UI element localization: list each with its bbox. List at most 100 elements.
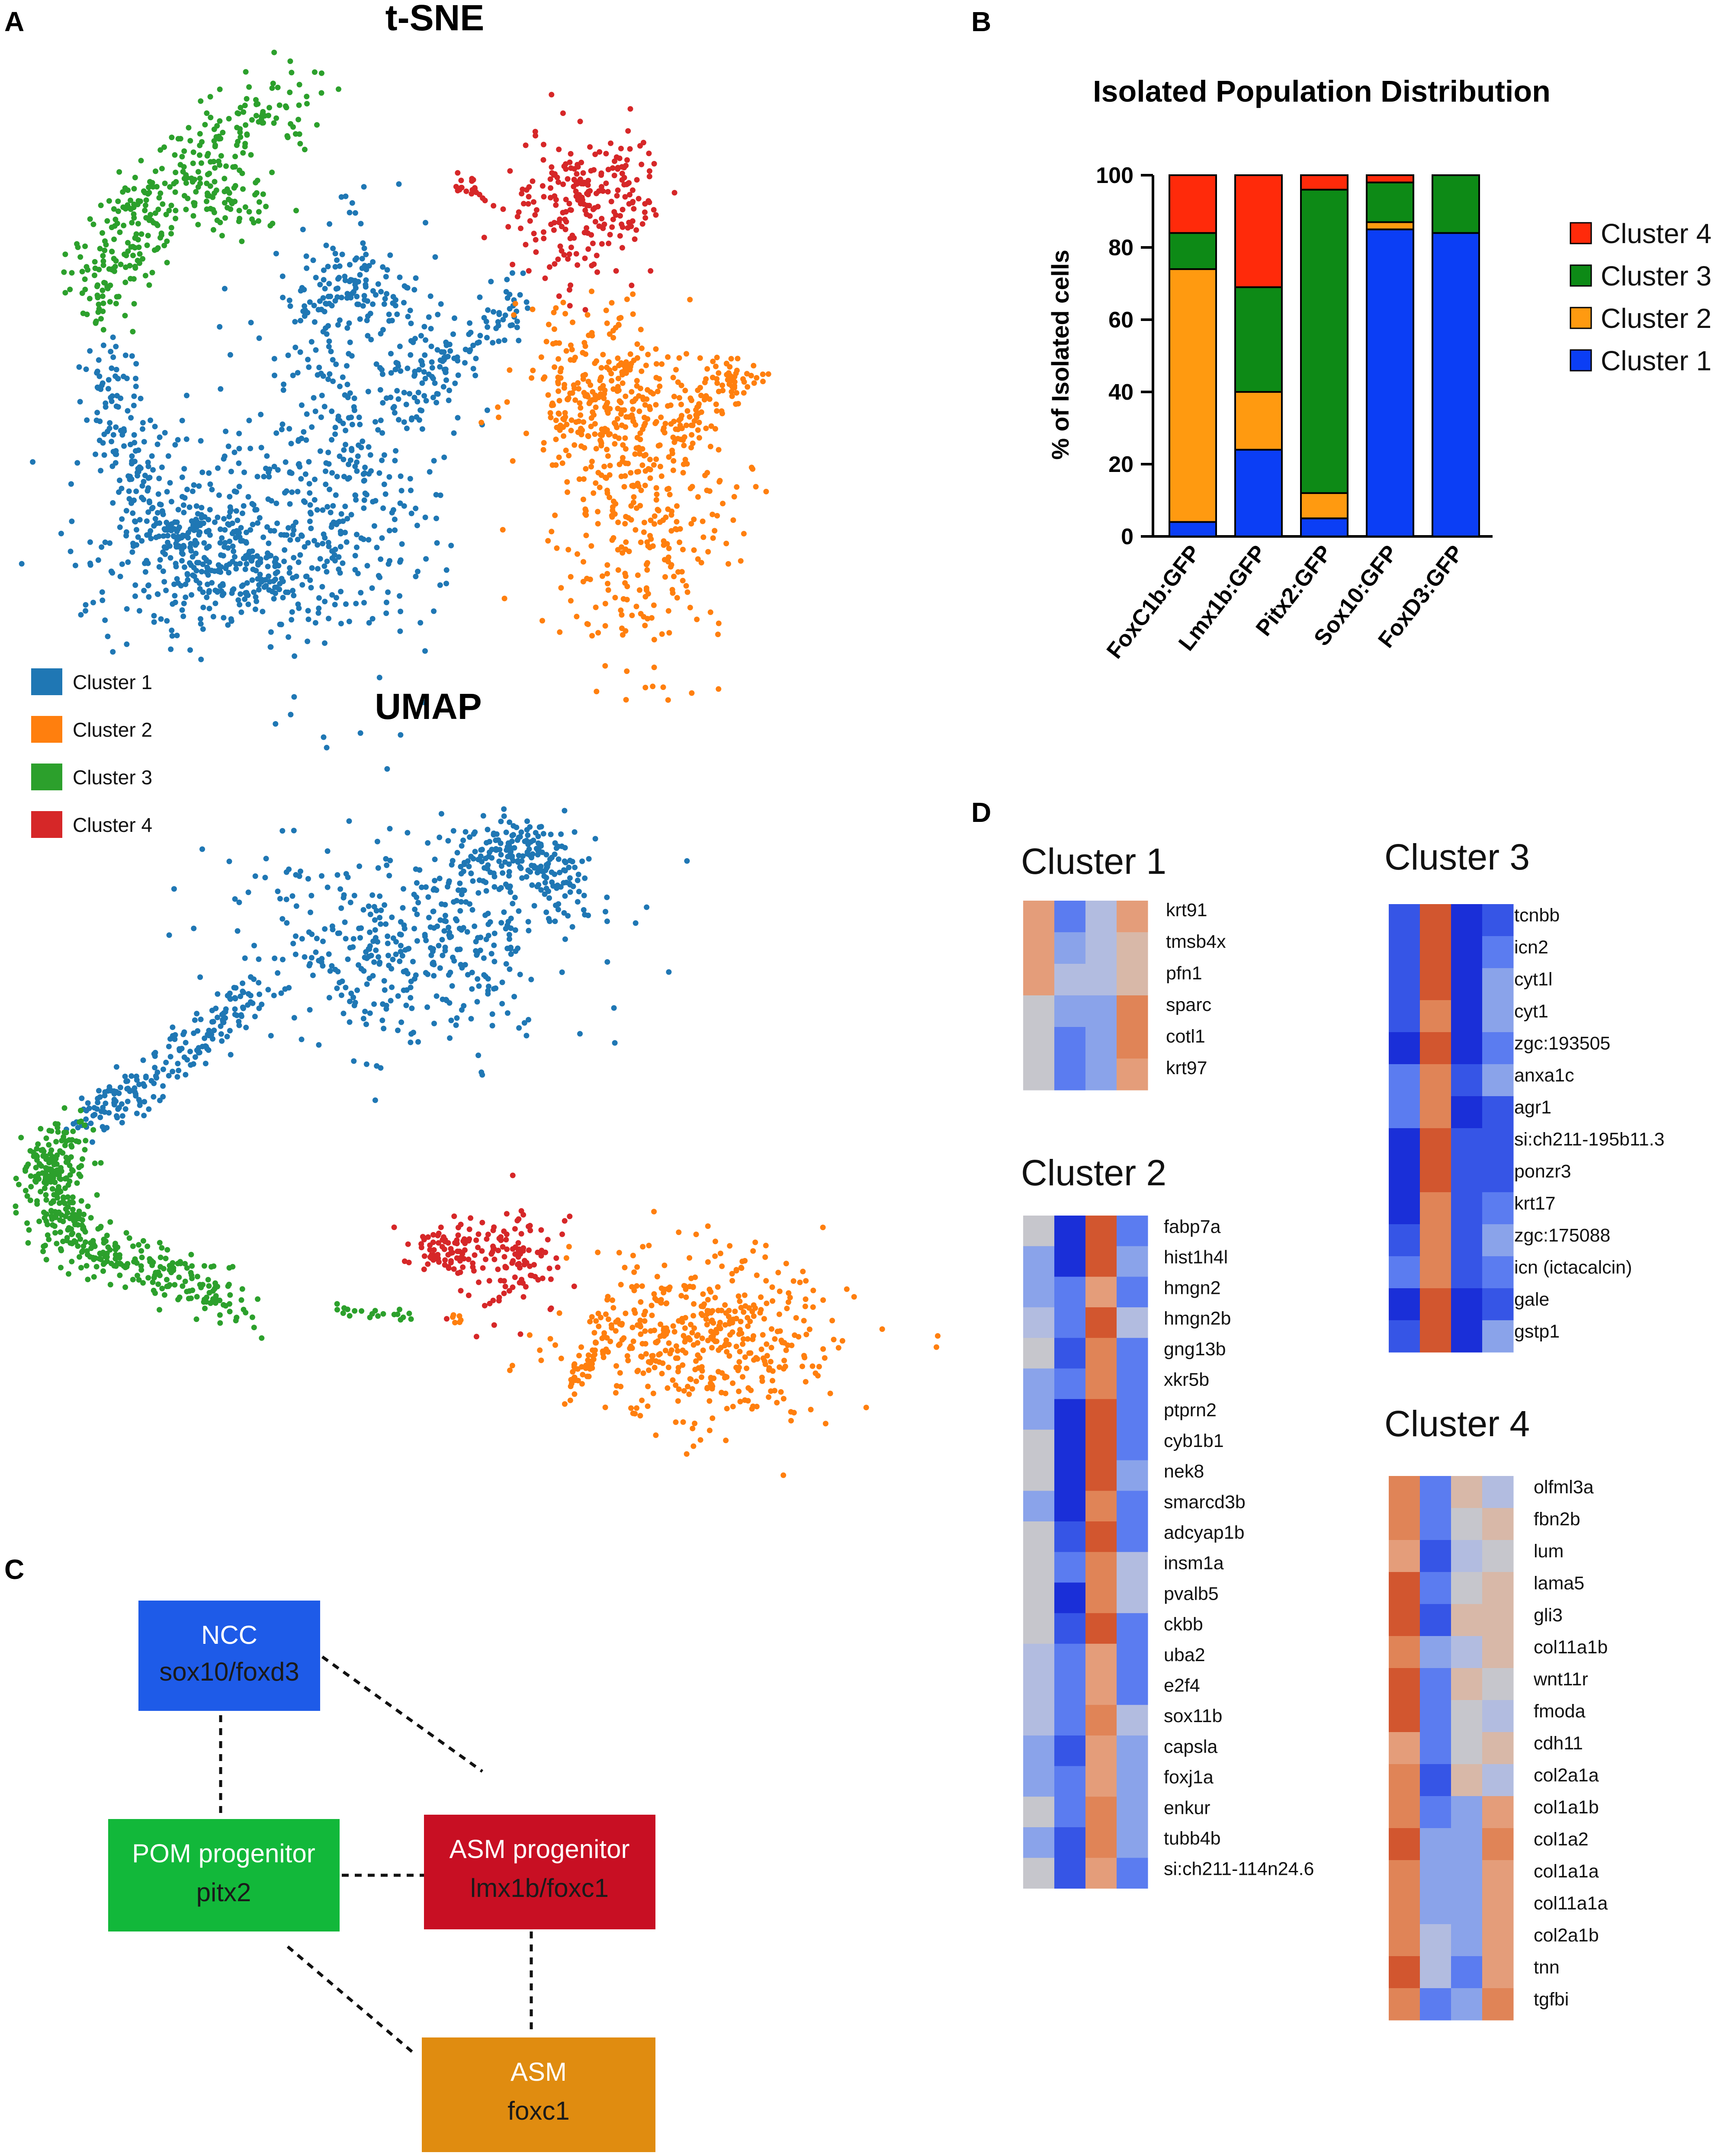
tsne-point-cluster-4 (568, 244, 574, 250)
tsne-point-cluster-2 (496, 414, 501, 420)
umap-point-cluster-3 (48, 1200, 54, 1206)
heatmap-cell (1451, 1572, 1483, 1604)
umap-point-cluster-2 (646, 1367, 652, 1373)
tsne-point-cluster-3 (127, 263, 133, 269)
umap-point-cluster-3 (79, 1222, 85, 1228)
heatmap-cell (1389, 1700, 1420, 1732)
tsne-point-cluster-2 (681, 443, 687, 449)
umap-point-cluster-3 (100, 1268, 106, 1274)
umap-point-cluster-2 (745, 1398, 751, 1404)
tsne-point-cluster-2 (560, 299, 566, 305)
heatmap-cell (1389, 1956, 1420, 1989)
tsne-point-cluster-1 (254, 553, 260, 559)
tsne-point-cluster-1 (316, 605, 322, 611)
tsne-point-cluster-1 (330, 357, 336, 363)
umap-point-cluster-1 (326, 995, 332, 1001)
heatmap-cell (1451, 1956, 1483, 1989)
tsne-point-cluster-1 (470, 343, 476, 348)
tsne-point-cluster-1 (229, 530, 235, 536)
umap-point-cluster-2 (654, 1274, 660, 1280)
tsne-point-cluster-2 (611, 420, 617, 426)
tsne-point-cluster-1 (473, 356, 479, 362)
umap-point-cluster-3 (63, 1213, 68, 1219)
umap-point-cluster-2 (639, 1354, 645, 1360)
tsne-point-cluster-2 (636, 468, 642, 475)
tsne-point-cluster-1 (133, 361, 139, 367)
tsne-point-cluster-2 (726, 561, 731, 567)
heatmap-cell (1054, 932, 1086, 964)
umap-point-cluster-2 (793, 1315, 799, 1321)
tsne-point-cluster-2 (630, 406, 636, 412)
umap-point-cluster-4 (391, 1224, 397, 1230)
heatmap-cell (1389, 1636, 1420, 1668)
umap-point-cluster-1 (271, 992, 277, 998)
tsne-point-cluster-2 (710, 359, 716, 364)
umap-point-cluster-3 (46, 1236, 52, 1242)
tsne-point-cluster-3 (100, 327, 106, 333)
umap-point-cluster-3 (226, 1281, 232, 1287)
tsne-point-cluster-1 (168, 646, 174, 652)
umap-point-cluster-2 (706, 1287, 713, 1293)
tsne-point-cluster-2 (564, 421, 570, 427)
umap-point-cluster-2 (687, 1337, 693, 1343)
tsne-point-cluster-1 (231, 549, 237, 554)
umap-point-cluster-1 (337, 886, 344, 892)
tsne-point-cluster-2 (615, 355, 621, 361)
heatmap-cell (1117, 1460, 1148, 1491)
tsne-point-cluster-1 (210, 614, 216, 619)
tsne-point-cluster-1 (399, 541, 405, 547)
umap-point-cluster-2 (810, 1304, 816, 1310)
tsne-point-cluster-4 (455, 170, 461, 176)
tsne-point-cluster-3 (240, 186, 246, 192)
heatmap-cell (1420, 1828, 1451, 1861)
umap-point-cluster-2 (722, 1302, 728, 1308)
tsne-point-cluster-3 (181, 164, 187, 170)
umap-point-cluster-1 (512, 895, 518, 901)
tsne-point-cluster-3 (169, 135, 175, 141)
umap-point-cluster-2 (735, 1293, 742, 1299)
umap-point-cluster-2 (742, 1354, 748, 1360)
tsne-point-cluster-3 (336, 86, 341, 92)
umap-point-cluster-1 (111, 1091, 117, 1097)
umap-point-cluster-3 (408, 1316, 414, 1322)
umap-point-cluster-2 (790, 1278, 796, 1284)
tsne-point-cluster-1 (340, 518, 346, 524)
tsne-point-cluster-2 (687, 297, 693, 303)
tsne-point-cluster-1 (321, 308, 328, 314)
tsne-point-cluster-1 (419, 380, 425, 386)
tsne-point-cluster-2 (730, 517, 736, 523)
umap-point-cluster-1 (290, 940, 296, 946)
heatmap-cell (1451, 1320, 1483, 1353)
heatmap-cell (1451, 1192, 1483, 1225)
heatmap-cell (1117, 1307, 1148, 1338)
tsne-point-cluster-1 (501, 337, 507, 343)
tsne-point-cluster-4 (580, 170, 586, 176)
tsne-point-cluster-1 (295, 559, 302, 565)
bar-segment-cluster-1 (1366, 228, 1414, 537)
tsne-point-cluster-3 (121, 222, 127, 228)
tsne-point-cluster-2 (578, 405, 584, 411)
umap-point-cluster-1 (279, 828, 286, 834)
tsne-point-cluster-2 (714, 513, 720, 519)
umap-point-cluster-1 (343, 985, 349, 991)
tsne-point-cluster-1 (102, 617, 108, 623)
tsne-point-cluster-2 (727, 373, 733, 379)
tsne-point-cluster-4 (651, 207, 657, 213)
umap-point-cluster-2 (617, 1341, 623, 1347)
tsne-point-cluster-1 (291, 527, 297, 533)
tsne-point-cluster-3 (116, 169, 122, 175)
tsne-point-cluster-1 (125, 473, 132, 479)
umap-point-cluster-4 (421, 1266, 427, 1272)
umap-point-cluster-1 (247, 992, 254, 998)
tsne-point-cluster-1 (100, 342, 106, 348)
tsne-point-cluster-3 (172, 152, 178, 158)
umap-point-cluster-3 (13, 1203, 19, 1209)
y-axis-label: % of Isolated cells (1047, 250, 1074, 460)
tsne-point-cluster-1 (342, 529, 348, 536)
tsne-point-cluster-2 (495, 404, 501, 410)
tsne-point-cluster-1 (285, 352, 291, 358)
umap-point-cluster-4 (521, 1261, 527, 1267)
tsne-point-cluster-4 (481, 234, 487, 241)
umap-point-cluster-1 (555, 856, 562, 862)
tsne-point-cluster-1 (381, 452, 387, 458)
